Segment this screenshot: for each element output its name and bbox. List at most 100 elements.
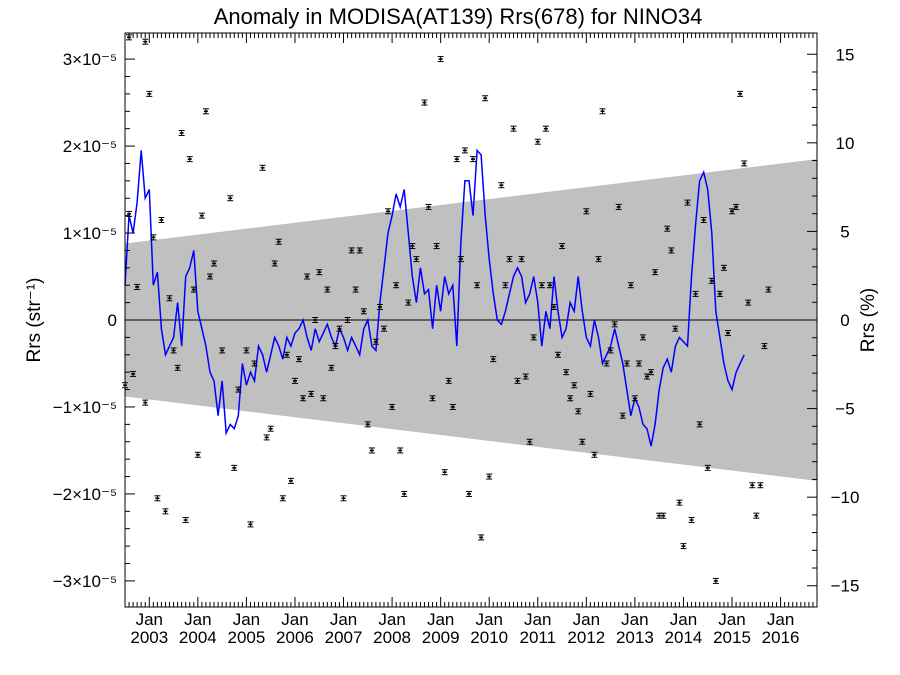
data-point (360, 308, 367, 315)
y-tick-label-right: 5 (840, 222, 849, 241)
data-point (300, 395, 307, 402)
point-marker (588, 393, 593, 395)
point-marker (163, 510, 168, 513)
point-marker (127, 213, 132, 215)
point-marker (284, 353, 289, 356)
data-point (166, 295, 173, 302)
x-tick-label-month: Jan (524, 610, 551, 629)
point-marker (292, 380, 297, 382)
point-marker (333, 345, 338, 347)
point-marker (377, 306, 382, 308)
data-point (243, 347, 250, 354)
data-point (291, 377, 298, 384)
data-point (134, 283, 141, 290)
data-point (668, 247, 675, 254)
data-point (599, 108, 606, 115)
point-marker (649, 371, 654, 373)
data-point (409, 243, 416, 250)
point-marker (721, 267, 726, 269)
data-point (688, 517, 695, 524)
point-marker (487, 475, 492, 478)
data-point (639, 334, 646, 341)
x-tick-label-year: 2013 (616, 628, 654, 647)
data-point (324, 286, 331, 293)
data-point (247, 521, 254, 528)
data-point (364, 421, 371, 428)
y-axis-left-ticks: 3×10⁻⁵ 2×10⁻⁵ 1×10⁻⁵ 0 −1×10⁻⁵ −2×10⁻⁵ −3×10⁻⁵ (53, 50, 135, 591)
data-point (142, 38, 149, 45)
data-point (550, 303, 557, 310)
point-marker (616, 206, 621, 208)
point-marker (313, 319, 318, 321)
data-point (344, 317, 351, 323)
data-point (421, 99, 428, 106)
data-point (425, 203, 432, 210)
point-marker (272, 262, 277, 265)
x-tick-label-month: Jan (281, 610, 308, 629)
point-marker (236, 388, 241, 391)
point-marker (551, 306, 556, 308)
data-point (607, 347, 614, 354)
point-marker (183, 519, 188, 521)
data-point (437, 56, 444, 63)
point-marker (717, 293, 722, 295)
point-marker (131, 373, 136, 375)
point-marker (276, 240, 281, 243)
y-tick-label-left: 1×10⁻⁵ (63, 224, 117, 243)
point-marker (750, 484, 755, 487)
data-point (174, 364, 181, 371)
point-marker (442, 471, 447, 473)
data-point (429, 395, 436, 402)
data-point (506, 256, 513, 263)
point-marker (592, 454, 597, 456)
data-point (623, 360, 630, 367)
y-tick-label-right: −10 (831, 488, 860, 507)
y-axis-left-label: Rrs (str⁻¹) (24, 278, 45, 363)
point-marker (556, 353, 561, 356)
point-marker (345, 319, 350, 321)
point-marker (386, 210, 391, 213)
x-tick-label-year: 2010 (470, 628, 508, 647)
point-marker (220, 349, 225, 352)
data-point (741, 160, 748, 167)
x-tick-label-year: 2012 (567, 628, 605, 647)
x-tick-label-month: Jan (184, 610, 211, 629)
point-marker (171, 349, 176, 352)
point-marker (430, 397, 435, 400)
data-point (389, 403, 396, 410)
point-marker (491, 358, 496, 360)
data-point (724, 330, 731, 337)
y-tick-label-right: −5 (835, 400, 854, 419)
x-tick-label-year: 2003 (130, 628, 168, 647)
x-tick-label-month: Jan (621, 610, 648, 629)
point-marker (543, 127, 548, 130)
point-marker (507, 258, 512, 260)
point-marker (746, 301, 751, 304)
point-marker (426, 206, 431, 208)
point-marker (596, 258, 601, 260)
point-marker (624, 362, 629, 365)
data-point (575, 408, 582, 415)
data-point (275, 238, 282, 245)
data-point (154, 495, 161, 502)
point-marker (151, 236, 156, 239)
y-tick-label-left: 3×10⁻⁵ (63, 50, 117, 69)
point-marker (260, 167, 265, 169)
x-tick-label-month: Jan (330, 610, 357, 629)
data-point (749, 482, 756, 489)
point-marker (535, 140, 540, 143)
point-marker (357, 249, 362, 252)
point-marker (475, 284, 480, 287)
x-tick-label-year: 2016 (762, 628, 800, 647)
point-marker (288, 480, 293, 482)
data-point (631, 395, 638, 402)
point-marker (232, 467, 237, 469)
data-point (720, 264, 727, 271)
point-marker (479, 536, 484, 539)
point-marker (701, 219, 706, 221)
data-point (627, 282, 634, 289)
point-marker (329, 367, 334, 369)
point-marker (560, 245, 565, 247)
chart-title: Anomaly in MODISA(AT139) Rrs(678) for NI… (214, 4, 703, 29)
